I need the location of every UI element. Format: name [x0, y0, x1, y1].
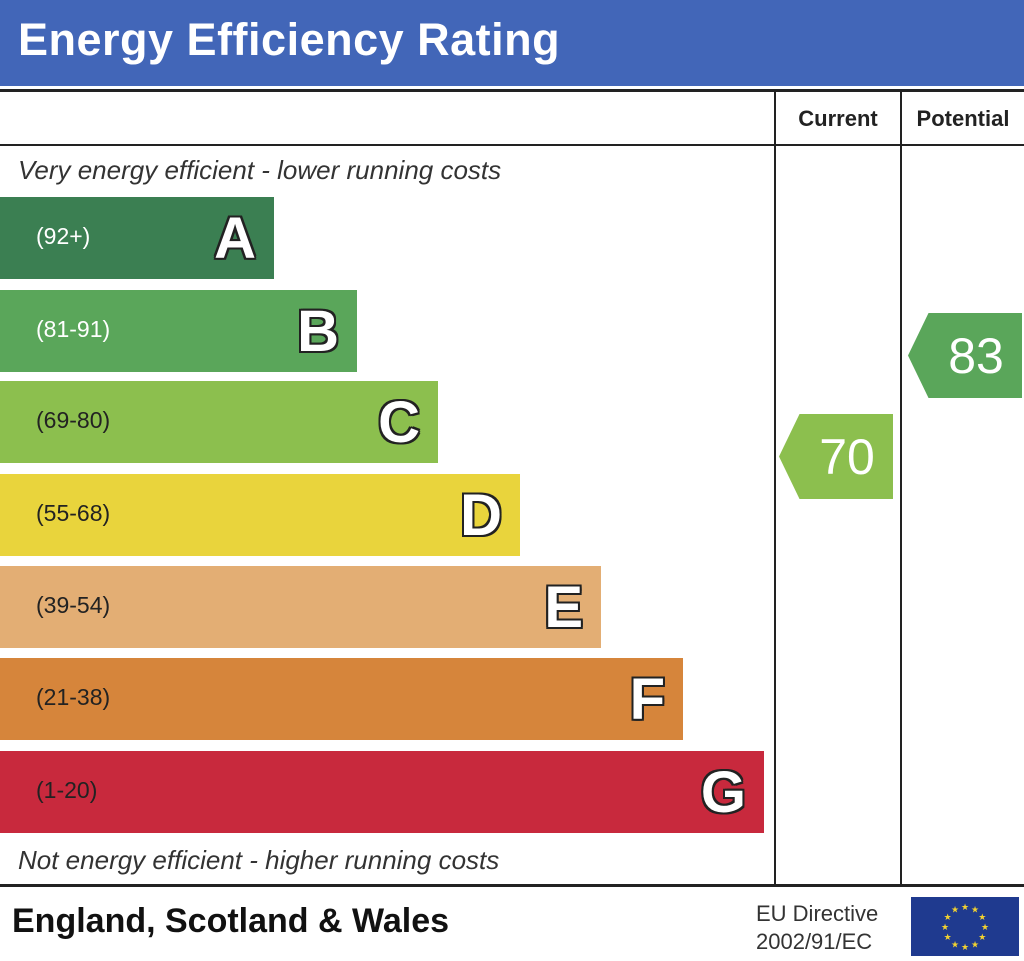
star-icon: ★: [951, 905, 959, 915]
potential-column-header: Potential: [916, 106, 1010, 131]
band-c: (69-80) C: [0, 381, 438, 463]
star-icon: ★: [941, 922, 949, 932]
band-g: (1-20) G: [0, 751, 764, 833]
star-icon: ★: [961, 902, 969, 912]
current-rating-arrow: 70: [779, 414, 893, 499]
top-note: Very energy efficient - lower running co…: [18, 155, 502, 185]
header-bar: [0, 0, 1024, 86]
divider: [0, 144, 1024, 146]
band-e: (39-54) E: [0, 566, 601, 648]
band-range: (55-68): [36, 500, 111, 526]
current-rating-value: 70: [819, 429, 875, 485]
star-icon: ★: [944, 912, 952, 922]
current-column-header: Current: [798, 106, 878, 131]
band-range: (92+): [36, 223, 91, 249]
potential-rating-value: 83: [948, 328, 1004, 384]
column-divider: [900, 92, 902, 885]
band-letter: B: [297, 299, 339, 364]
band-letter: E: [544, 575, 583, 640]
eu-flag-icon: ★ ★ ★ ★ ★ ★ ★ ★ ★ ★ ★ ★: [911, 897, 1019, 956]
star-icon: ★: [981, 922, 989, 932]
country-label: England, Scotland & Wales: [12, 902, 450, 940]
band-range: (81-91): [36, 316, 111, 342]
band-f: (21-38) F: [0, 658, 683, 740]
band-d: (55-68) D: [0, 474, 520, 556]
band-letter: G: [700, 760, 746, 825]
directive-label: EU Directive: [756, 901, 879, 926]
band-a: (92+) A: [0, 197, 274, 279]
potential-rating-arrow: 83: [908, 313, 1022, 398]
star-icon: ★: [971, 939, 979, 949]
band-range: (69-80): [36, 407, 111, 433]
band-range: (21-38): [36, 684, 111, 710]
star-icon: ★: [951, 939, 959, 949]
band-letter: D: [460, 483, 502, 548]
star-icon: ★: [971, 905, 979, 915]
chart-title: Energy Efficiency Rating: [18, 14, 561, 65]
star-icon: ★: [944, 932, 952, 942]
divider: [0, 89, 1024, 92]
band-b: (81-91) B: [0, 290, 357, 372]
bottom-note: Not energy efficient - higher running co…: [18, 845, 500, 875]
directive-number: 2002/91/EC: [756, 929, 873, 954]
star-icon: ★: [978, 912, 986, 922]
column-divider: [774, 92, 776, 885]
band-letter: F: [629, 667, 665, 732]
band-letter: A: [214, 206, 256, 271]
star-icon: ★: [978, 932, 986, 942]
band-letter: C: [378, 390, 420, 455]
band-range: (39-54): [36, 592, 111, 618]
divider: [0, 884, 1024, 887]
star-icon: ★: [961, 942, 969, 952]
band-range: (1-20): [36, 777, 98, 803]
